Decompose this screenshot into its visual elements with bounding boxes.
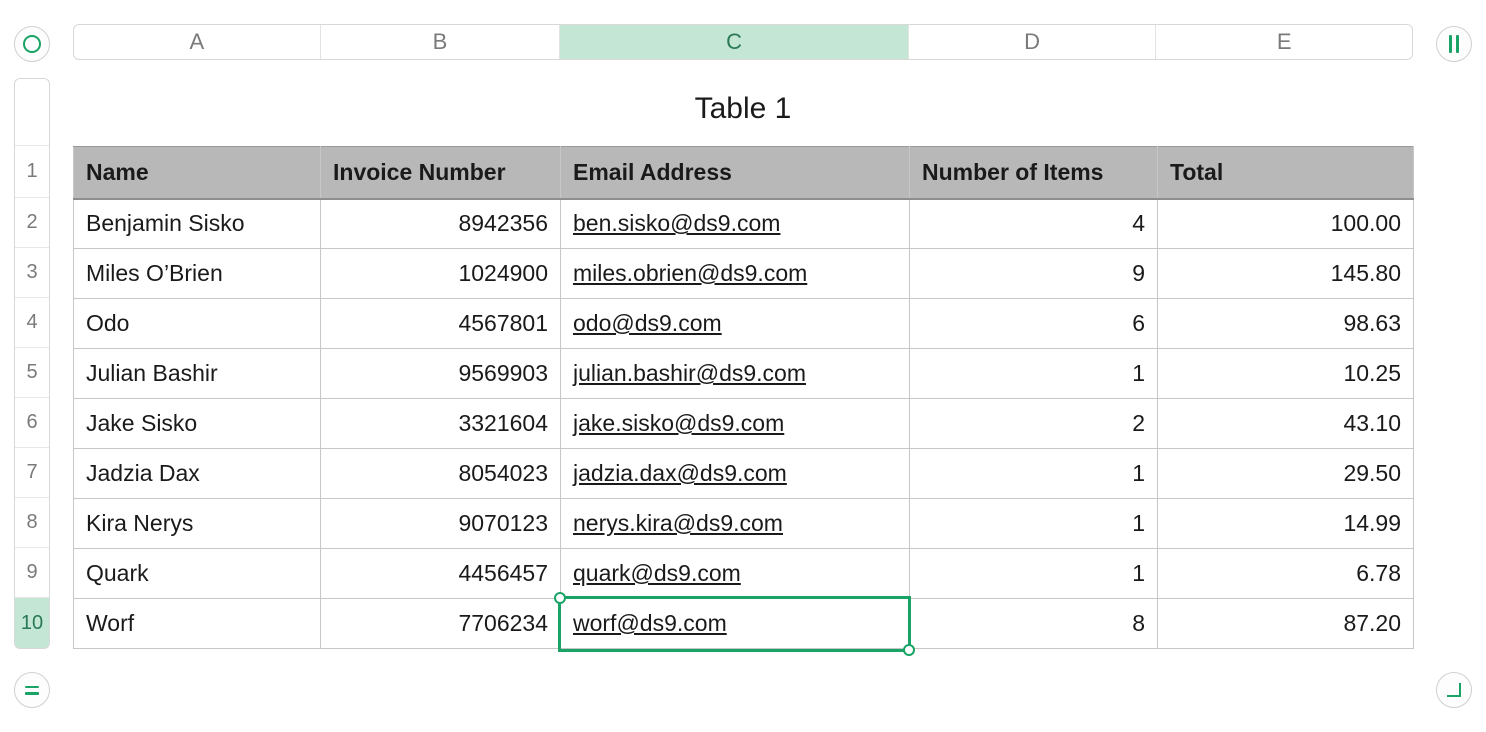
cell-C4[interactable]: odo@ds9.com [561,299,910,349]
cell-A10[interactable]: Worf [74,599,321,649]
row-header-corner [15,79,49,146]
cell-C5[interactable]: julian.bashir@ds9.com [561,349,910,399]
pause-icon [1449,35,1459,53]
table-header-D[interactable]: Number of Items [910,147,1158,199]
column-header-B[interactable]: B [321,25,561,59]
table-row: Kira Nerys9070123 nerys.kira@ds9.com 114.9… [74,499,1414,549]
corner-button-bottom-left[interactable] [14,672,50,708]
email-link[interactable]: odo@ds9.com [573,310,722,336]
cell-C10[interactable]: worf@ds9.com [561,599,910,649]
cell-E7[interactable]: 29.50 [1158,449,1414,499]
cell-D4[interactable]: 6 [910,299,1158,349]
cell-B6[interactable]: 3321604 [321,399,561,449]
row-header-9[interactable]: 9 [15,548,49,598]
table-row: Odo4567801 odo@ds9.com 698.63 [74,299,1414,349]
email-link[interactable]: quark@ds9.com [573,560,741,586]
column-header-A[interactable]: A [74,25,321,59]
table-header-B[interactable]: Invoice Number [321,147,561,199]
row-header-3[interactable]: 3 [15,248,49,298]
cell-B8[interactable]: 9070123 [321,499,561,549]
row-header-4[interactable]: 4 [15,298,49,348]
cell-A9[interactable]: Quark [74,549,321,599]
cell-C6[interactable]: jake.sisko@ds9.com [561,399,910,449]
cell-D9[interactable]: 1 [910,549,1158,599]
cell-A8[interactable]: Kira Nerys [74,499,321,549]
email-link[interactable]: julian.bashir@ds9.com [573,360,806,386]
table-row: Quark4456457 quark@ds9.com 16.78 [74,549,1414,599]
cell-B7[interactable]: 8054023 [321,449,561,499]
row-header-1[interactable]: 1 [15,146,49,198]
cell-A3[interactable]: Miles O’Brien [74,249,321,299]
cell-A2[interactable]: Benjamin Sisko [74,199,321,249]
cell-C7[interactable]: jadzia.dax@ds9.com [561,449,910,499]
column-header-D[interactable]: D [909,25,1157,59]
cell-C9[interactable]: quark@ds9.com [561,549,910,599]
row-header-10[interactable]: 10 [15,598,49,648]
email-link[interactable]: miles.obrien@ds9.com [573,260,807,286]
corner-icon [1447,683,1461,697]
email-link[interactable]: jadzia.dax@ds9.com [573,460,787,486]
column-header-C[interactable]: C [560,25,908,59]
table-row: Jadzia Dax8054023 jadzia.dax@ds9.com 129.5… [74,449,1414,499]
corner-button-top-left[interactable] [14,26,50,62]
cell-E10[interactable]: 87.20 [1158,599,1414,649]
cell-B5[interactable]: 9569903 [321,349,561,399]
cell-D5[interactable]: 1 [910,349,1158,399]
table-row: Worf7706234 worf@ds9.com 887.20 [74,599,1414,649]
table-row: Jake Sisko3321604 jake.sisko@ds9.com 243.1… [74,399,1414,449]
table-title: Table 1 [73,78,1413,146]
row-header-2[interactable]: 2 [15,198,49,248]
row-headers-strip: 12345678910 [14,78,50,649]
cell-E8[interactable]: 14.99 [1158,499,1414,549]
data-table: NameInvoice NumberEmail AddressNumber of… [73,146,1414,649]
row-header-6[interactable]: 6 [15,398,49,448]
row-header-8[interactable]: 8 [15,498,49,548]
cell-B9[interactable]: 4456457 [321,549,561,599]
cell-B3[interactable]: 1024900 [321,249,561,299]
cell-D6[interactable]: 2 [910,399,1158,449]
table-header-E[interactable]: Total [1158,147,1414,199]
cell-E3[interactable]: 145.80 [1158,249,1414,299]
cell-D8[interactable]: 1 [910,499,1158,549]
circle-icon [23,35,41,53]
cell-E6[interactable]: 43.10 [1158,399,1414,449]
cell-C2[interactable]: ben.sisko@ds9.com [561,199,910,249]
table-container: Table 1 NameInvoice NumberEmail AddressN… [73,78,1413,649]
column-header-E[interactable]: E [1156,25,1412,59]
cell-D3[interactable]: 9 [910,249,1158,299]
corner-button-bottom-right[interactable] [1436,672,1472,708]
cell-E5[interactable]: 10.25 [1158,349,1414,399]
corner-button-top-right[interactable] [1436,26,1472,62]
cell-E4[interactable]: 98.63 [1158,299,1414,349]
cell-B10[interactable]: 7706234 [321,599,561,649]
email-link[interactable]: nerys.kira@ds9.com [573,510,783,536]
email-link[interactable]: jake.sisko@ds9.com [573,410,784,436]
cell-B4[interactable]: 4567801 [321,299,561,349]
table-header-A[interactable]: Name [74,147,321,199]
cell-A5[interactable]: Julian Bashir [74,349,321,399]
table-row: Benjamin Sisko8942356 ben.sisko@ds9.com 41… [74,199,1414,249]
email-link[interactable]: worf@ds9.com [573,610,727,636]
email-link[interactable]: ben.sisko@ds9.com [573,210,780,236]
table-header-C[interactable]: Email Address [561,147,910,199]
cell-E2[interactable]: 100.00 [1158,199,1414,249]
cell-A7[interactable]: Jadzia Dax [74,449,321,499]
cell-A4[interactable]: Odo [74,299,321,349]
equals-icon [25,686,39,695]
cell-D2[interactable]: 4 [910,199,1158,249]
cell-B2[interactable]: 8942356 [321,199,561,249]
column-headers-strip: ABCDE [73,24,1413,60]
table-row: Miles O’Brien1024900 miles.obrien@ds9.com… [74,249,1414,299]
cell-E9[interactable]: 6.78 [1158,549,1414,599]
cell-C8[interactable]: nerys.kira@ds9.com [561,499,910,549]
row-header-5[interactable]: 5 [15,348,49,398]
table-row: Julian Bashir9569903 julian.bashir@ds9.co… [74,349,1414,399]
cell-D10[interactable]: 8 [910,599,1158,649]
cell-C3[interactable]: miles.obrien@ds9.com [561,249,910,299]
cell-A6[interactable]: Jake Sisko [74,399,321,449]
cell-D7[interactable]: 1 [910,449,1158,499]
row-header-7[interactable]: 7 [15,448,49,498]
